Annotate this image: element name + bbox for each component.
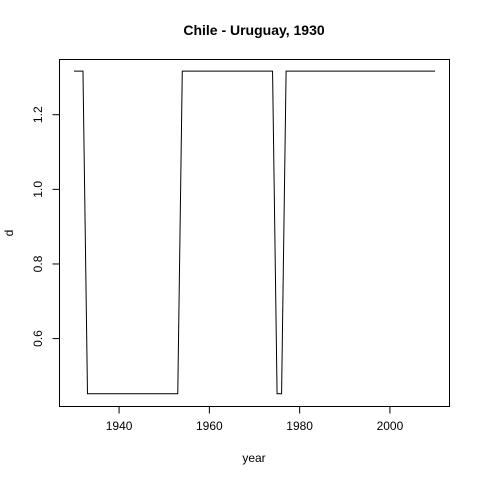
- series-layer: [73, 70, 436, 395]
- y-axis-label: d: [2, 230, 16, 237]
- y-tick-label-1: 0.8: [31, 255, 45, 272]
- chart-title: Chile - Uruguay, 1930: [183, 22, 325, 38]
- x-axis: 1940 1960 1980 2000: [106, 406, 404, 433]
- series-line-0: [73, 70, 436, 395]
- x-tick-label-1: 1960: [196, 419, 223, 433]
- x-tick-label-2: 1980: [286, 419, 313, 433]
- y-tick-label-3: 1.2: [31, 106, 45, 123]
- x-axis-label: year: [242, 451, 265, 465]
- y-tick-label-2: 1.0: [31, 181, 45, 198]
- x-tick-label-3: 2000: [377, 419, 404, 433]
- x-tick-label-0: 1940: [106, 419, 133, 433]
- y-tick-label-0: 0.6: [31, 330, 45, 347]
- y-axis: 0.6 0.8 1.0 1.2: [31, 106, 60, 347]
